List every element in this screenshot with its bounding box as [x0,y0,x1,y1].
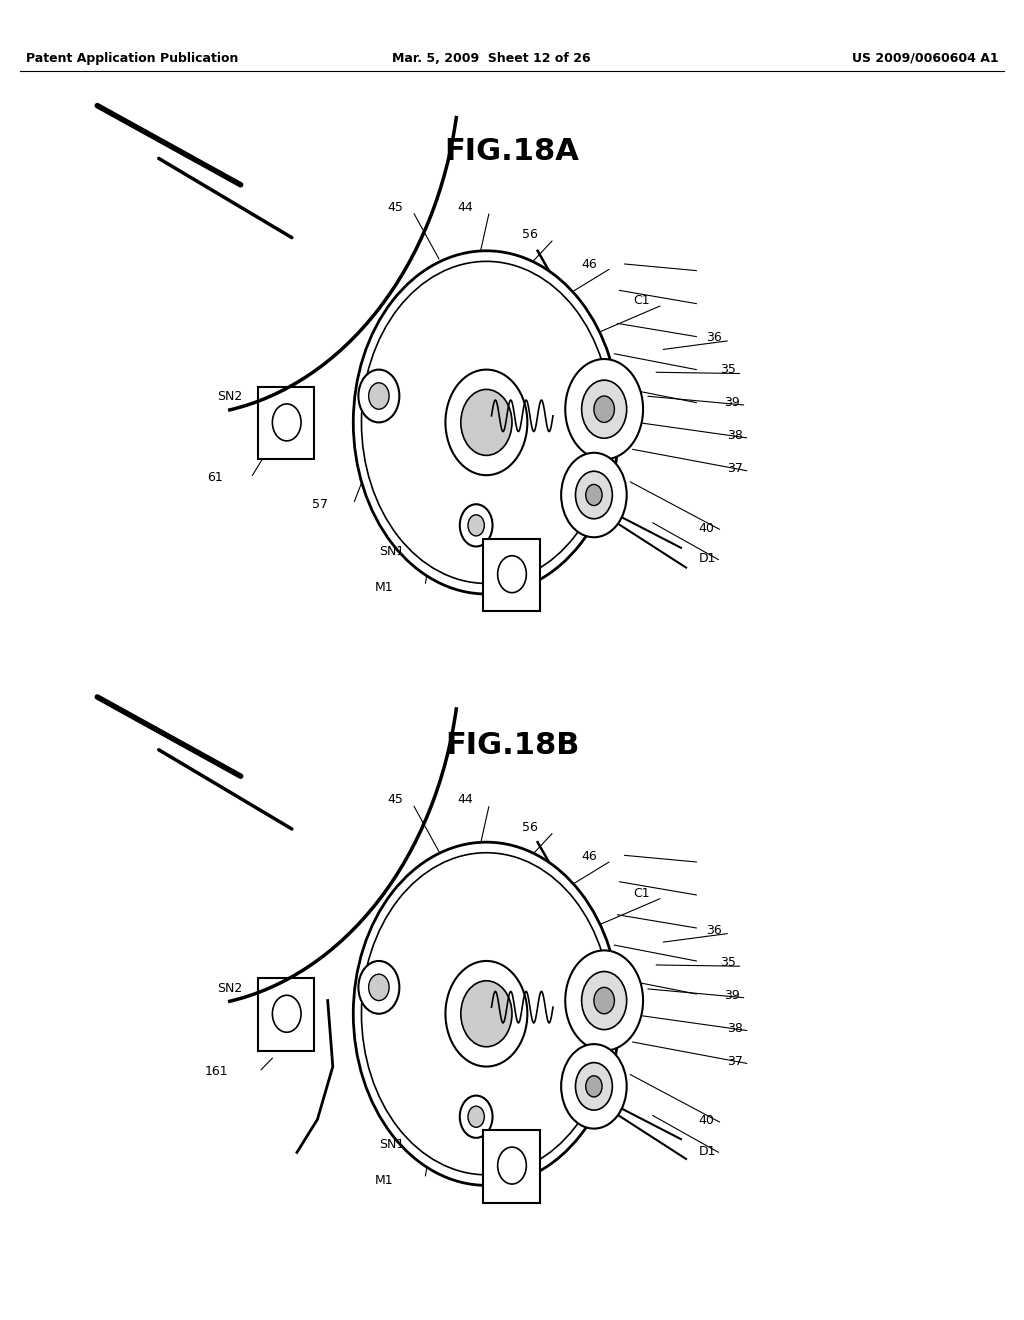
Circle shape [461,981,512,1047]
Text: D1: D1 [698,1144,716,1158]
Text: 56: 56 [522,821,539,834]
Text: 38: 38 [727,429,743,442]
Text: 56: 56 [522,228,539,242]
Circle shape [369,383,389,409]
Circle shape [498,556,526,593]
Circle shape [582,380,627,438]
Text: 46: 46 [582,257,597,271]
Text: M1: M1 [375,1173,393,1187]
Circle shape [468,515,484,536]
Text: 46: 46 [582,850,597,863]
Text: 45: 45 [387,793,403,807]
Text: SN1: SN1 [379,1138,404,1151]
Text: 36: 36 [707,924,722,937]
Text: 37: 37 [727,1055,743,1068]
Text: SN2: SN2 [217,389,243,403]
Bar [483,1130,540,1203]
Circle shape [561,1044,627,1129]
Circle shape [468,1106,484,1127]
Text: Patent Application Publication: Patent Application Publication [26,51,238,65]
Circle shape [353,842,620,1185]
Circle shape [565,950,643,1051]
Circle shape [272,404,301,441]
Circle shape [565,359,643,459]
Text: FIG.18B: FIG.18B [444,731,580,760]
Circle shape [272,995,301,1032]
Circle shape [358,370,399,422]
Text: 35: 35 [720,363,736,376]
Text: FIG.18A: FIG.18A [444,137,580,166]
Circle shape [586,1076,602,1097]
Text: C1: C1 [633,887,649,900]
Text: 40: 40 [698,521,715,535]
Text: Mar. 5, 2009  Sheet 12 of 26: Mar. 5, 2009 Sheet 12 of 26 [392,51,591,65]
Text: SN1: SN1 [379,545,404,558]
Bar [258,387,314,459]
Circle shape [582,972,627,1030]
Text: SN2: SN2 [217,982,243,995]
Bar [483,539,540,611]
Circle shape [594,396,614,422]
Text: C1: C1 [633,294,649,308]
Text: 39: 39 [724,989,739,1002]
Circle shape [445,961,527,1067]
Text: 44: 44 [458,793,473,807]
Text: 40: 40 [698,1114,715,1127]
Circle shape [369,974,389,1001]
Text: 37: 37 [727,462,743,475]
Text: D1: D1 [698,552,716,565]
Text: US 2009/0060604 A1: US 2009/0060604 A1 [852,51,998,65]
Text: 38: 38 [727,1022,743,1035]
Circle shape [460,504,493,546]
Circle shape [358,961,399,1014]
Circle shape [586,484,602,506]
Text: 161: 161 [205,1065,228,1078]
Circle shape [561,453,627,537]
Circle shape [361,261,611,583]
Circle shape [594,987,614,1014]
Text: 36: 36 [707,331,722,345]
Text: 44: 44 [458,201,473,214]
Text: M1: M1 [375,581,393,594]
Circle shape [498,1147,526,1184]
Circle shape [575,471,612,519]
Circle shape [361,853,611,1175]
Circle shape [461,389,512,455]
Circle shape [460,1096,493,1138]
Text: 39: 39 [724,396,739,409]
Circle shape [575,1063,612,1110]
Circle shape [445,370,527,475]
Text: 45: 45 [387,201,403,214]
Text: 61: 61 [207,471,222,484]
Text: 57: 57 [312,498,329,511]
Text: 35: 35 [720,956,736,969]
Bar [258,978,314,1051]
Circle shape [353,251,620,594]
